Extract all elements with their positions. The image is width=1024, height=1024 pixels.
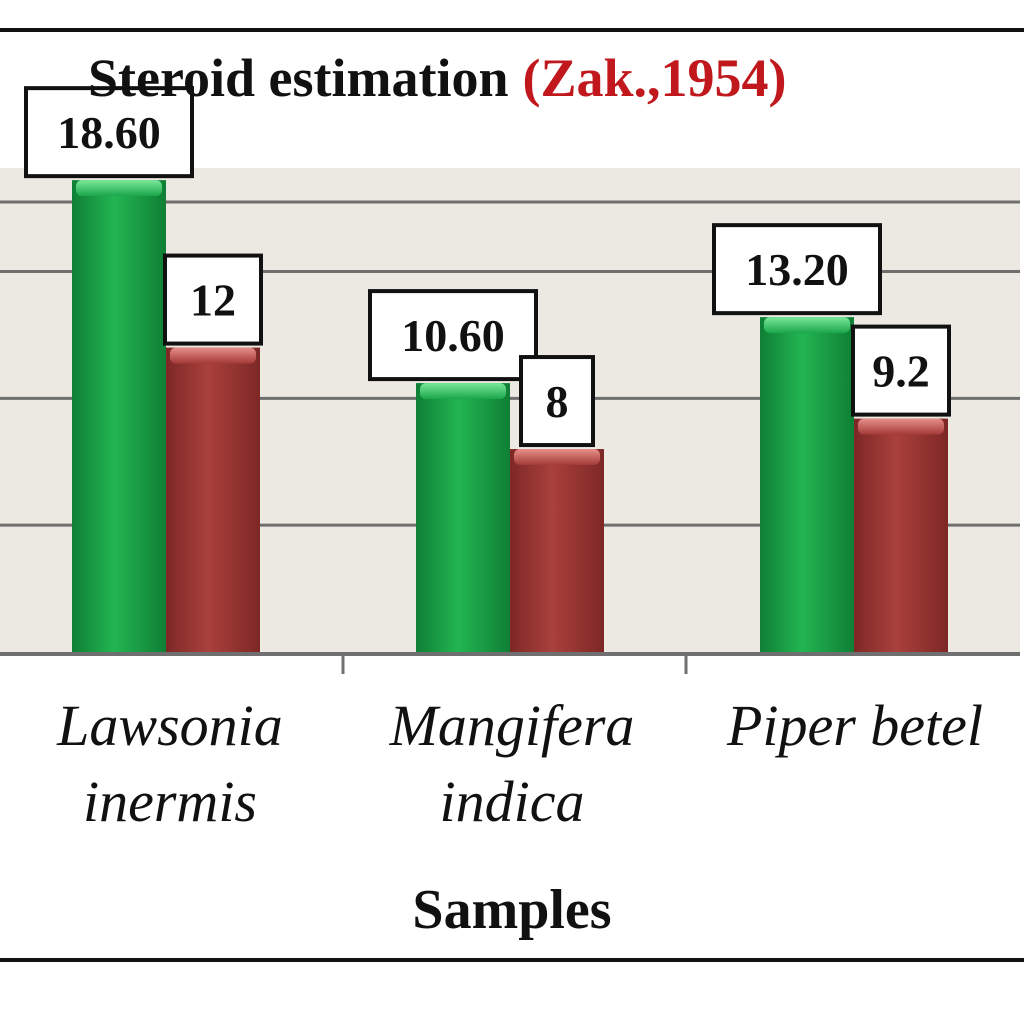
data-label-box [519,355,595,448]
chart-title: Steroid estimation (Zak.,1954) [88,48,787,108]
data-label-box [368,289,538,382]
bar-green-1 [416,383,510,652]
data-label-box [163,253,263,346]
category-label: Lawsonia [56,693,283,758]
bar-cap [420,383,506,400]
category-label: Piper betel [726,693,983,758]
data-label-box [24,86,194,179]
bar-red-1 [510,449,604,652]
data-label-box [851,324,951,417]
category-label: indica [440,769,585,834]
bar-cap [170,347,256,364]
data-label: 9.2 [872,346,930,397]
bar-cap [764,317,850,334]
bar-green-2 [760,317,854,652]
bar-green-0 [72,180,166,652]
bar-cap [858,418,944,435]
chart-title-main: Steroid estimation [88,48,508,108]
data-label-box [712,223,882,316]
bar-cap [514,449,600,466]
bar-red-0 [166,347,260,652]
bar-red-2 [854,418,948,652]
data-label: 18.60 [57,107,161,158]
bar-cap [76,180,162,197]
data-label: 13.20 [745,244,849,295]
data-label: 12 [190,275,236,326]
category-label: Mangifera [389,693,635,758]
data-label: 10.60 [401,310,505,361]
category-label: inermis [83,769,257,834]
x-axis-label: Samples [412,879,611,941]
data-label: 8 [546,376,569,427]
chart-title-citation: (Zak.,1954) [522,48,786,108]
